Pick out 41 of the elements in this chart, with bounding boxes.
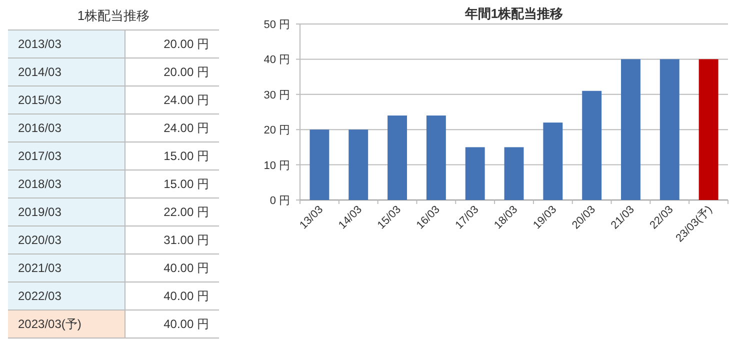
bar [660,59,680,200]
y-tick-label: 10 円 [264,160,290,172]
text: 2020/03 [18,233,62,247]
text: 40.00 円 [164,261,209,275]
text: 2015/03 [18,93,62,107]
bar [621,59,640,200]
text: 2018/03 [18,177,62,191]
text: 1株配当推移 [77,8,150,23]
bar [582,90,602,200]
bar [543,122,563,200]
text: 2016/03 [18,121,62,135]
text: 2019/03 [18,205,62,219]
bar [504,147,524,200]
text: 2021/03 [18,261,62,275]
text: 40.00 円 [164,289,209,303]
bar [310,130,330,200]
bar [698,59,718,200]
text: 15.00 円 [164,149,209,163]
text: 2013/03 [18,37,62,51]
text: 20.00 円 [164,37,209,51]
text: 22.00 円 [164,205,209,219]
text: 24.00 円 [164,93,209,107]
text: 2022/03 [18,289,62,303]
text: 40.00 円 [164,317,209,331]
bar [426,116,446,200]
bar [465,147,485,200]
text: 24.00 円 [164,121,209,135]
y-tick-label: 20 円 [264,124,290,137]
text: 2014/03 [18,65,62,79]
y-tick-label: 50 円 [264,19,290,31]
bar [348,130,368,200]
y-tick-label: 30 円 [264,89,290,102]
y-tick-label: 40 円 [264,54,290,66]
bar [388,116,407,200]
chart-title: 年間1株配当推移 [464,6,564,21]
y-tick-label: 0 円 [270,195,290,207]
text: 2023/03(予) [18,317,82,331]
text: 31.00 円 [164,233,209,247]
text: 20.00 円 [164,65,209,79]
text: 15.00 円 [164,177,209,191]
text: 2017/03 [18,149,62,163]
